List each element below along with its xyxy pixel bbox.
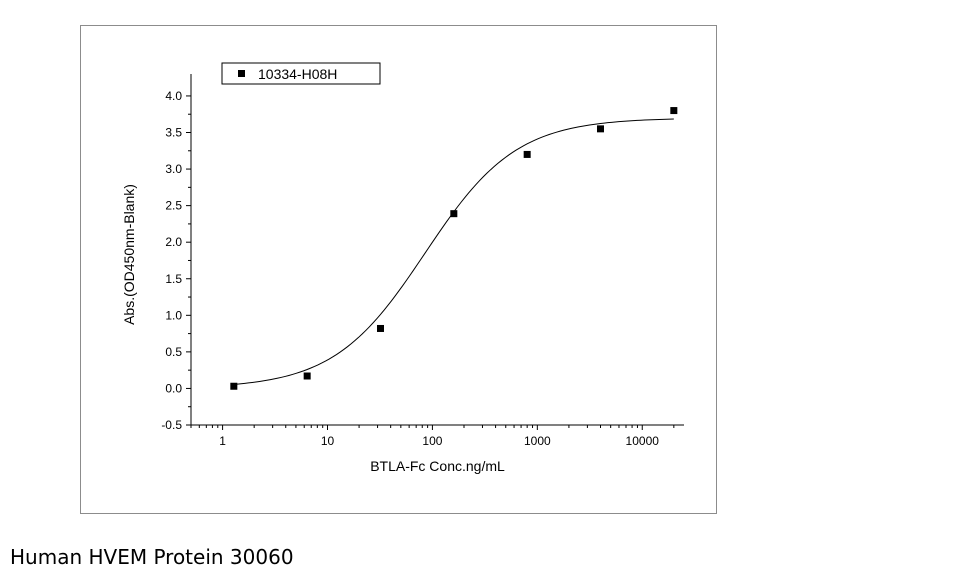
data-point [523, 150, 531, 158]
data-point [303, 372, 311, 380]
y-tick-label: 0.5 [165, 345, 182, 359]
legend-label: 10334-H08H [258, 66, 337, 82]
data-point [230, 382, 238, 390]
x-axis-title: BTLA-Fc Conc.ng/mL [370, 458, 505, 474]
y-tick-label: 1.5 [165, 272, 182, 286]
data-point [450, 210, 458, 218]
x-tick-label: 10000 [626, 434, 660, 448]
x-tick-label: 100 [422, 434, 442, 448]
chart-svg: -0.5 0.0 0.5 1.0 1.5 2.0 2.5 3.0 3.5 4.0 1 10 100 100… [121, 62, 684, 474]
y-tick-label: 1.0 [165, 308, 182, 322]
y-tick-label: 4.0 [165, 89, 182, 103]
x-tick-label: 1000 [524, 434, 551, 448]
data-point [596, 125, 604, 133]
y-tick-label: -0.5 [161, 418, 182, 432]
figure-caption: Human HVEM Protein 30060 [10, 545, 294, 569]
data-point [376, 324, 384, 332]
y-tick-label: 3.5 [165, 126, 182, 140]
y-tick-label: 0.0 [165, 381, 182, 395]
x-tick-label: 10 [321, 434, 335, 448]
legend-box [221, 62, 381, 85]
legend-marker [238, 70, 245, 77]
data-point [670, 107, 678, 115]
x-tick-label: 1 [219, 434, 226, 448]
chart-frame: -0.5 0.0 0.5 1.0 1.5 2.0 2.5 3.0 3.5 4.0 1 10 100 100… [80, 25, 717, 514]
y-axis-title: Abs.(OD450nm-Blank) [121, 184, 137, 325]
y-tick-label: 3.0 [165, 162, 182, 176]
y-tick-label: 2.5 [165, 199, 182, 213]
fit-curve [233, 118, 674, 385]
y-tick-label: 2.0 [165, 235, 182, 249]
